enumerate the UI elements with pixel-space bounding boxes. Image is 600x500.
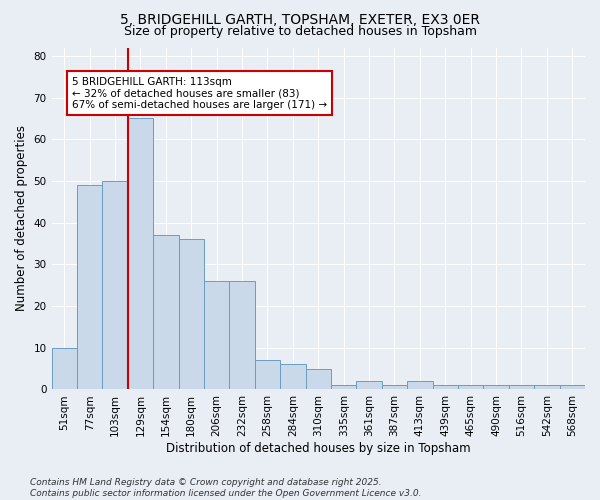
Bar bbox=[331, 386, 356, 390]
Bar bbox=[305, 368, 331, 390]
Bar bbox=[128, 118, 153, 390]
Bar bbox=[179, 240, 204, 390]
Bar bbox=[407, 381, 433, 390]
Bar bbox=[509, 386, 534, 390]
Bar bbox=[356, 381, 382, 390]
Bar bbox=[484, 386, 509, 390]
Bar bbox=[153, 235, 179, 390]
Bar bbox=[458, 386, 484, 390]
Bar bbox=[52, 348, 77, 390]
Bar bbox=[280, 364, 305, 390]
X-axis label: Distribution of detached houses by size in Topsham: Distribution of detached houses by size … bbox=[166, 442, 470, 455]
Bar bbox=[77, 185, 103, 390]
Bar bbox=[433, 386, 458, 390]
Text: Size of property relative to detached houses in Topsham: Size of property relative to detached ho… bbox=[124, 25, 476, 38]
Text: 5, BRIDGEHILL GARTH, TOPSHAM, EXETER, EX3 0ER: 5, BRIDGEHILL GARTH, TOPSHAM, EXETER, EX… bbox=[120, 12, 480, 26]
Bar bbox=[534, 386, 560, 390]
Text: Contains HM Land Registry data © Crown copyright and database right 2025.
Contai: Contains HM Land Registry data © Crown c… bbox=[30, 478, 421, 498]
Bar bbox=[255, 360, 280, 390]
Bar bbox=[103, 181, 128, 390]
Text: 5 BRIDGEHILL GARTH: 113sqm
← 32% of detached houses are smaller (83)
67% of semi: 5 BRIDGEHILL GARTH: 113sqm ← 32% of deta… bbox=[72, 76, 327, 110]
Bar bbox=[382, 386, 407, 390]
Bar bbox=[560, 386, 585, 390]
Bar bbox=[204, 281, 229, 390]
Y-axis label: Number of detached properties: Number of detached properties bbox=[15, 126, 28, 312]
Bar bbox=[229, 281, 255, 390]
